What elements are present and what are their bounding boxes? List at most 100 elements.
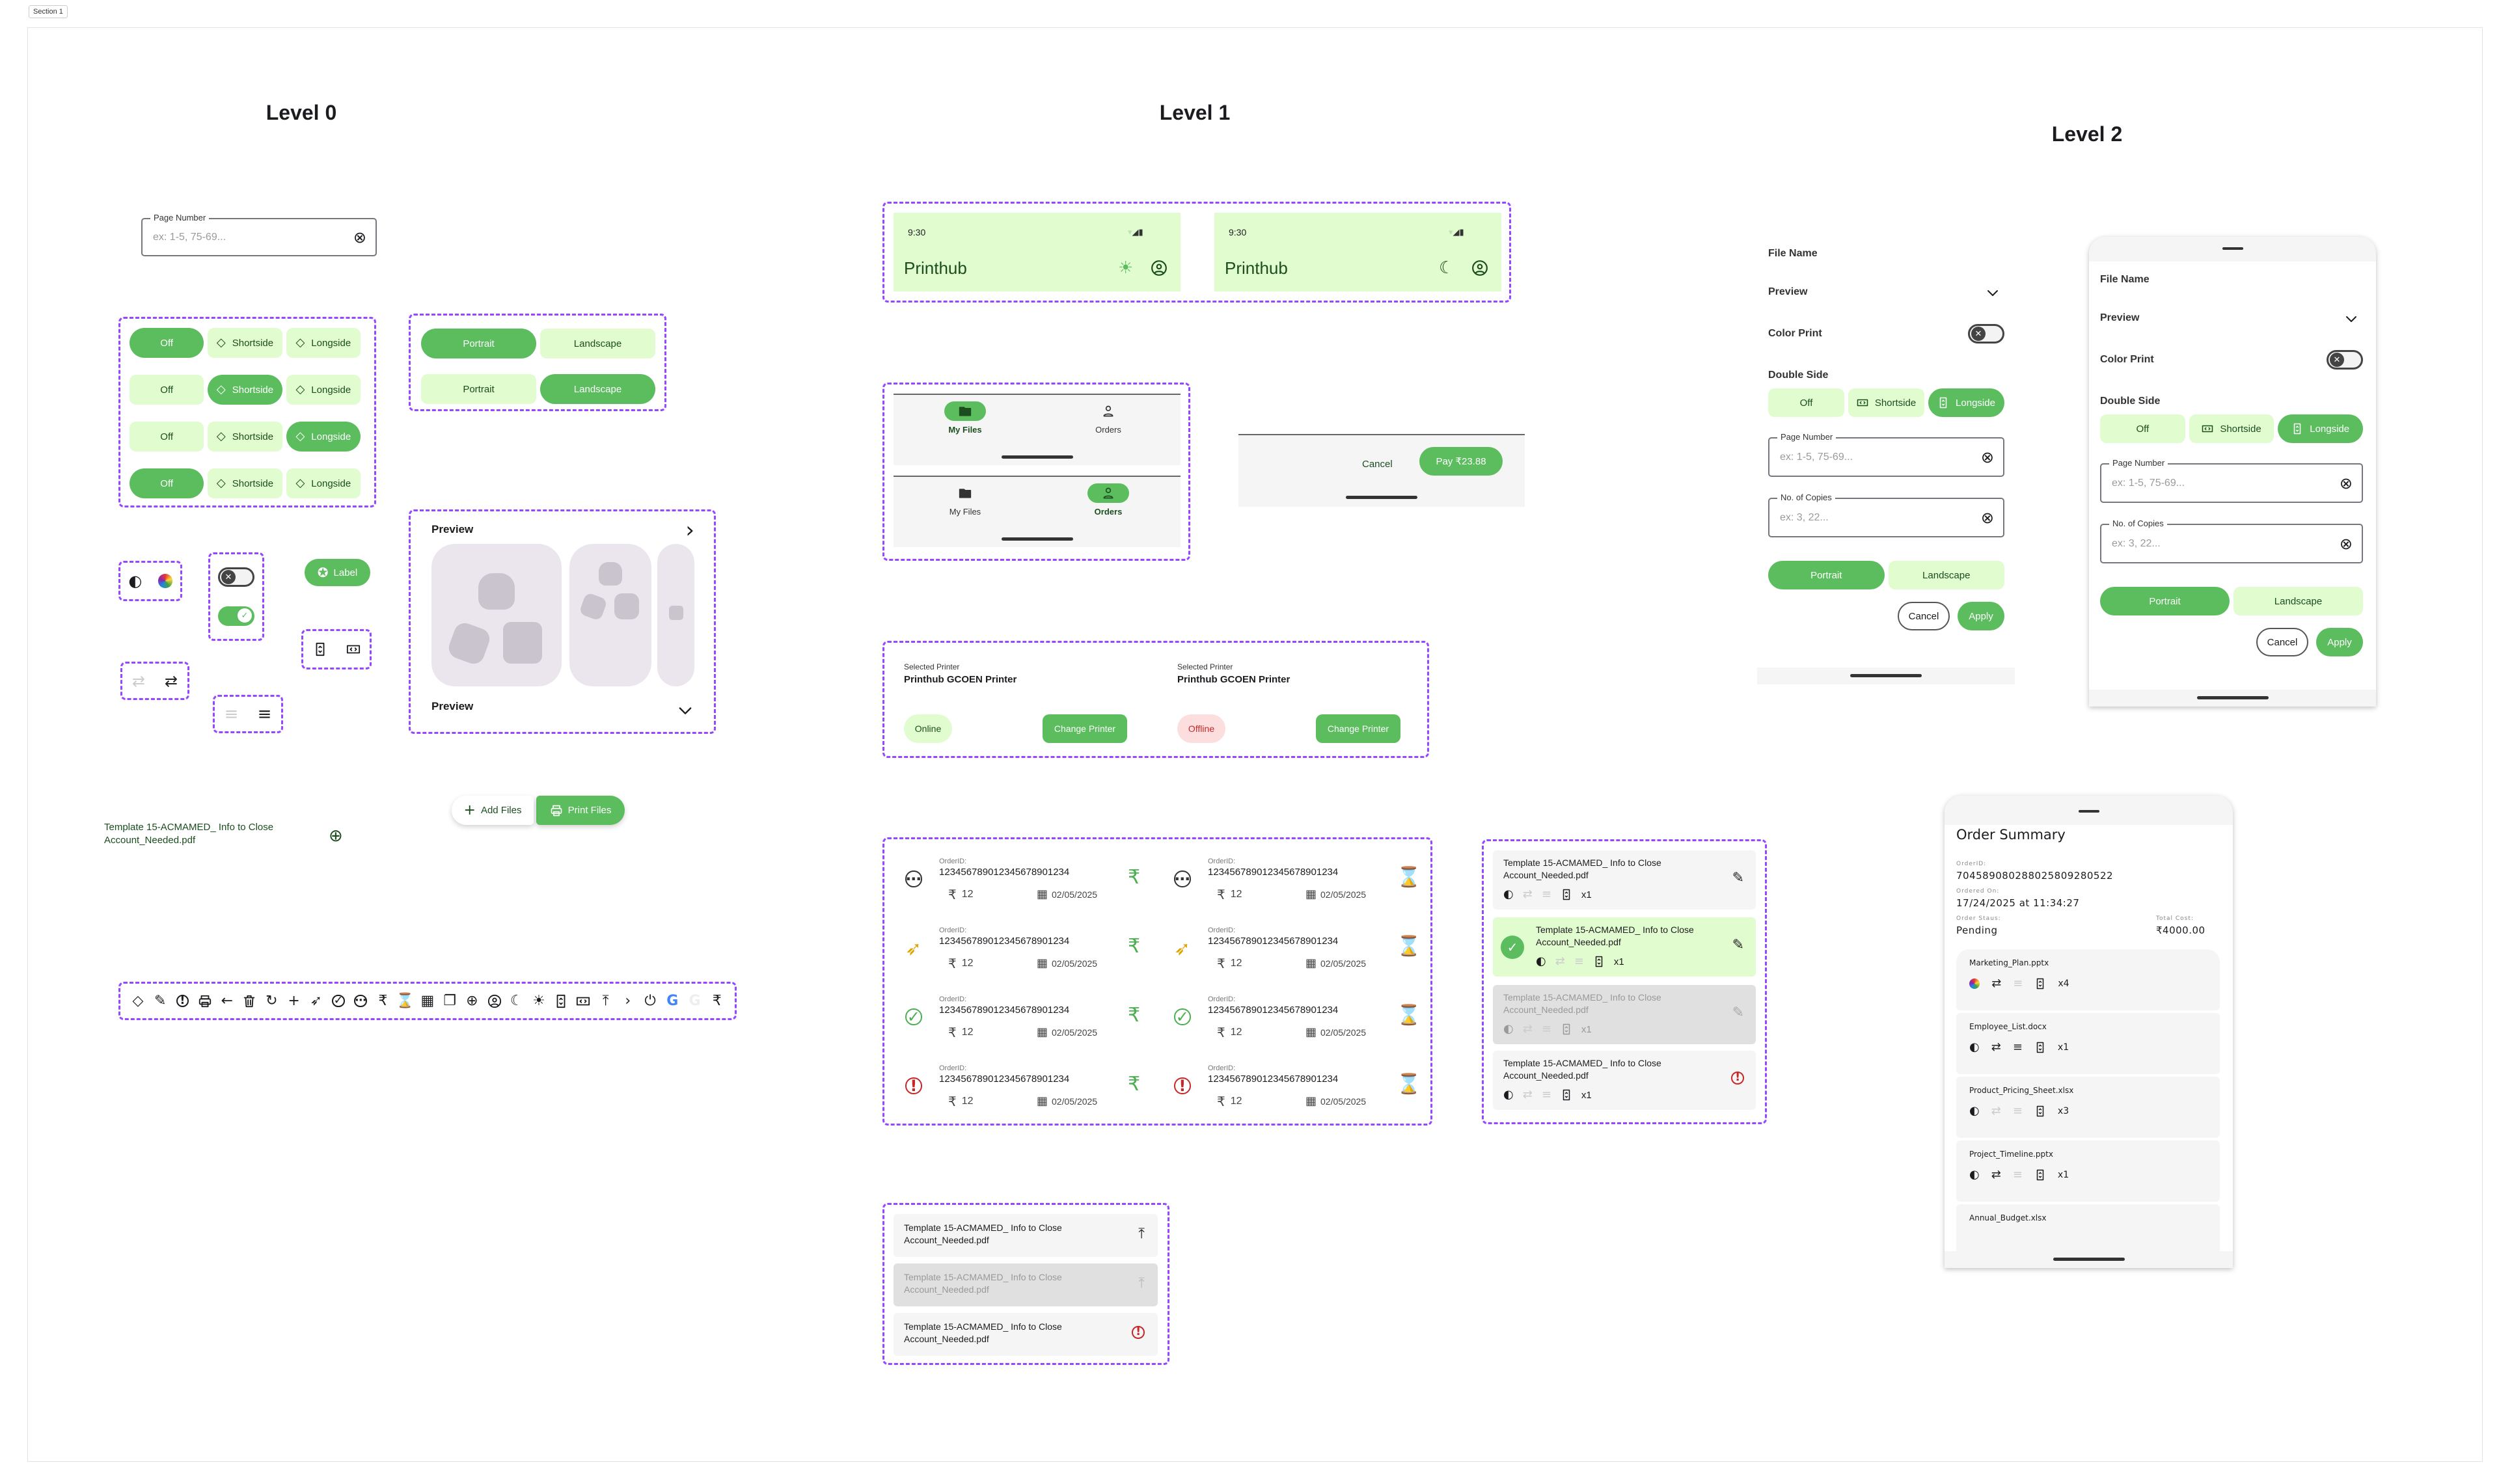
segment-shortside[interactable]: ◇ Shortside bbox=[208, 328, 282, 358]
nav-item-my-files[interactable]: My Files bbox=[929, 483, 1001, 522]
cancel-circle-icon[interactable]: ⊗ bbox=[1980, 448, 1994, 466]
order-list-item[interactable]: ! OrderID: 123456789012345678901234 ₹12 ▦ 02/… bbox=[1162, 1058, 1423, 1123]
align-icon: ≡ bbox=[1541, 887, 1551, 901]
cancel-circle-icon[interactable]: ⊗ bbox=[353, 228, 366, 247]
chevron-down-icon[interactable] bbox=[676, 701, 694, 720]
segment-portrait[interactable]: Portrait bbox=[2100, 587, 2230, 615]
upload-icon[interactable]: ⤒ bbox=[1138, 1275, 1145, 1291]
segment-portrait[interactable]: Portrait bbox=[1768, 561, 1885, 589]
segment-shortside[interactable]: Shortside bbox=[2189, 414, 2274, 443]
alert-circle-icon[interactable]: ! bbox=[1731, 1072, 1744, 1085]
segment-off[interactable]: Off bbox=[130, 328, 204, 358]
file-card[interactable]: Template 15-ACMAMED_ Info to Close Accou… bbox=[1493, 1051, 1756, 1110]
page-number-field[interactable]: Page Number ex: 1-5, 75-69... ⊗ bbox=[141, 213, 377, 256]
apply-button[interactable]: Apply bbox=[2316, 628, 2363, 656]
color-print-switch[interactable]: ✕ bbox=[2327, 350, 2363, 370]
order-list-item[interactable]: ➶ OrderID: 123456789012345678901234 ₹12 ▦ 02/… bbox=[1162, 920, 1423, 985]
upload-file-item[interactable]: Template 15-ACMAMED_ Info to Close Accou… bbox=[894, 1214, 1158, 1257]
contrast-icon: ◐ bbox=[1969, 1168, 1980, 1181]
segment-landscape[interactable]: Landscape bbox=[2233, 587, 2363, 615]
pay-button[interactable]: Pay ₹23.88 bbox=[1419, 447, 1503, 476]
color-toggle-off[interactable]: ✕ bbox=[218, 567, 254, 587]
file-name: Template 15-ACMAMED_ Info to Close Accou… bbox=[1503, 1057, 1699, 1082]
preview-collapsed-header[interactable]: Preview bbox=[431, 700, 692, 720]
file-name: Marketing_Plan.pptx bbox=[1969, 958, 2049, 967]
bottom-navigation-bar: My Files Orders bbox=[894, 394, 1181, 465]
segment-shortside[interactable]: ◇ Shortside bbox=[208, 422, 282, 452]
segment-longside[interactable]: Longside bbox=[1928, 388, 2004, 417]
label-chip[interactable]: ✪ Label bbox=[305, 559, 370, 586]
segment-portrait[interactable]: Portrait bbox=[421, 329, 536, 358]
order-list-item[interactable]: ✓ OrderID: 123456789012345678901234 ₹12 ▦ 02/… bbox=[894, 989, 1154, 1054]
cancel-circle-icon[interactable]: ⊗ bbox=[2339, 474, 2353, 492]
segment-off[interactable]: Off bbox=[130, 422, 204, 452]
chevron-down-icon[interactable] bbox=[2343, 311, 2359, 327]
segment-shortside[interactable]: ◇ Shortside bbox=[208, 468, 282, 498]
segment-longside[interactable]: ◇ Longside bbox=[286, 328, 361, 358]
add-files-button[interactable]: + Add Files bbox=[452, 796, 534, 825]
account-circle-icon[interactable] bbox=[1471, 260, 1488, 277]
nav-item-orders[interactable]: Orders bbox=[1072, 483, 1144, 522]
plus-circle-icon[interactable]: ⊕ bbox=[329, 826, 343, 846]
moon-icon[interactable]: ☾ bbox=[1439, 258, 1454, 278]
segment-portrait[interactable]: Portrait bbox=[421, 374, 536, 404]
alert-circle-icon[interactable]: ! bbox=[1132, 1326, 1145, 1339]
segment-off[interactable]: Off bbox=[1768, 388, 1844, 417]
segment-longside[interactable]: ◇ Longside bbox=[286, 468, 361, 498]
order-status-label: Order Staus: bbox=[1956, 915, 2119, 924]
chevron-right-icon[interactable]: › bbox=[685, 517, 694, 543]
trash-icon bbox=[241, 994, 258, 1008]
segment-longside[interactable]: ◇ Longside bbox=[286, 375, 361, 405]
segment-landscape[interactable]: Landscape bbox=[540, 374, 655, 404]
segment-off[interactable]: Off bbox=[2100, 414, 2185, 443]
chevron-down-icon[interactable] bbox=[1985, 285, 2001, 301]
file-list-item[interactable]: Template 15-ACMAMED_ Info to Close Accou… bbox=[104, 821, 343, 854]
segment-longside[interactable]: ◇ Longside bbox=[286, 422, 361, 452]
sun-icon[interactable]: ☀ bbox=[1118, 258, 1134, 278]
segment-shortside[interactable]: ◇ Shortside bbox=[208, 375, 282, 405]
segment-shortside[interactable]: Shortside bbox=[1848, 388, 1924, 417]
account-circle-icon[interactable] bbox=[1151, 260, 1168, 277]
pencil-icon[interactable]: ✎ bbox=[1732, 870, 1744, 886]
drag-handle[interactable] bbox=[2078, 810, 2099, 813]
upload-file-item[interactable]: Template 15-ACMAMED_ Info to Close Accou… bbox=[894, 1313, 1158, 1356]
print-files-button[interactable]: Print Files bbox=[536, 796, 625, 825]
order-list-item[interactable]: ! OrderID: 123456789012345678901234 ₹12 ▦ 02/… bbox=[894, 1058, 1154, 1123]
copies-field[interactable]: No. of Copies ex: 3, 22... ⊗ bbox=[2100, 519, 2363, 563]
color-toggle-on[interactable]: ✓ bbox=[218, 606, 254, 626]
change-printer-button[interactable]: Change Printer bbox=[1316, 714, 1400, 743]
change-printer-button[interactable]: Change Printer bbox=[1043, 714, 1127, 743]
close-icon: ✕ bbox=[1974, 329, 1982, 339]
cancel-circle-icon[interactable]: ⊗ bbox=[2339, 534, 2353, 553]
order-list-item[interactable]: ✓ OrderID: 123456789012345678901234 ₹12 ▦ 02/… bbox=[1162, 989, 1423, 1054]
order-list-item[interactable]: ⋯ OrderID: 123456789012345678901234 ₹12 ▦ 02/… bbox=[894, 851, 1154, 916]
segment-off[interactable]: Off bbox=[130, 468, 204, 498]
order-list-item[interactable]: ⋯ OrderID: 123456789012345678901234 ₹12 ▦ 02/… bbox=[1162, 851, 1423, 916]
preview-header[interactable]: Preview bbox=[431, 523, 692, 543]
color-print-switch[interactable]: ✕ bbox=[1968, 324, 2004, 344]
apply-button[interactable]: Apply bbox=[1958, 602, 2004, 630]
nav-item-orders[interactable]: Orders bbox=[1072, 401, 1144, 440]
upload-icon[interactable]: ⤒ bbox=[1138, 1226, 1145, 1242]
segment-longside[interactable]: Longside bbox=[2278, 414, 2364, 443]
page-number-field[interactable]: Page Number ex: 1-5, 75-69... ⊗ bbox=[1768, 432, 2004, 477]
order-list-item[interactable]: ➶ OrderID: 123456789012345678901234 ₹12 ▦ 02/… bbox=[894, 920, 1154, 985]
upload-file-item[interactable]: Template 15-ACMAMED_ Info to Close Accou… bbox=[894, 1263, 1158, 1306]
file-card[interactable]: Template 15-ACMAMED_ Info to Close Accou… bbox=[1493, 985, 1756, 1044]
nav-item-my-files[interactable]: My Files bbox=[929, 401, 1001, 440]
pencil-icon[interactable]: ✎ bbox=[1732, 937, 1744, 953]
page-number-field[interactable]: Page Number ex: 1-5, 75-69... ⊗ bbox=[2100, 458, 2363, 503]
cancel-button[interactable]: Cancel bbox=[1362, 455, 1408, 474]
cancel-button[interactable]: Cancel bbox=[1898, 602, 1950, 630]
cancel-button[interactable]: Cancel bbox=[2256, 628, 2308, 656]
cancel-circle-icon[interactable]: ⊗ bbox=[1980, 508, 1994, 527]
segment-off[interactable]: Off bbox=[130, 375, 204, 405]
app-title: Printhub bbox=[1225, 258, 1355, 282]
drag-handle[interactable] bbox=[2222, 247, 2243, 250]
file-card[interactable]: ✓ Template 15-ACMAMED_ Info to Close Acco… bbox=[1493, 917, 1756, 977]
file-card[interactable]: Template 15-ACMAMED_ Info to Close Accou… bbox=[1493, 850, 1756, 910]
copies-field[interactable]: No. of Copies ex: 3, 22... ⊗ bbox=[1768, 492, 2004, 537]
segment-landscape[interactable]: Landscape bbox=[540, 329, 655, 358]
pencil-icon[interactable]: ✎ bbox=[1732, 1005, 1744, 1021]
segment-landscape[interactable]: Landscape bbox=[1888, 561, 2004, 589]
